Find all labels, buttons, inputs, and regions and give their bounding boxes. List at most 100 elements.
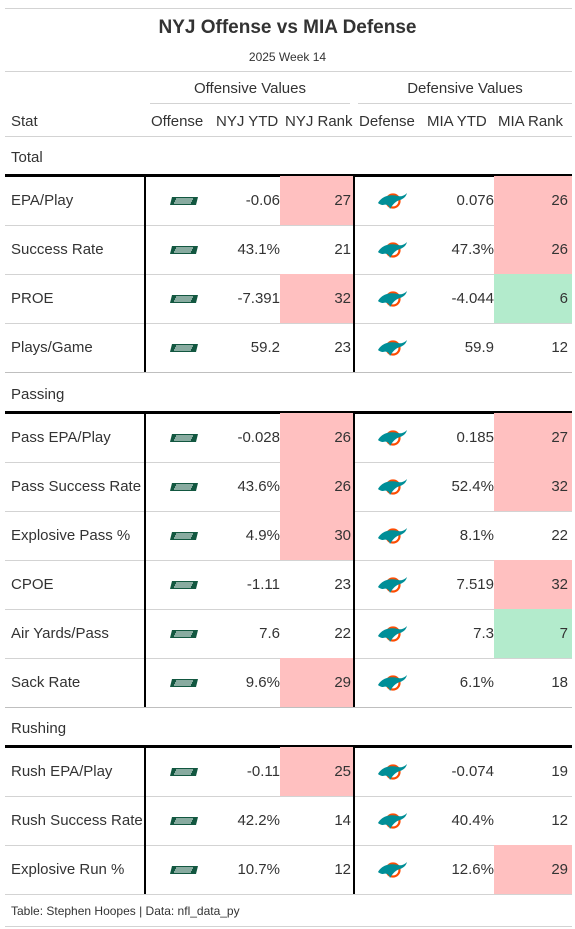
jets-logo-icon xyxy=(170,433,198,442)
stat-label: EPA/Play xyxy=(11,192,74,209)
table-row: Explosive Pass % 4.9% 30 8.1% 22 xyxy=(5,511,572,560)
row-divider xyxy=(5,845,572,846)
mia-rank-value: 18 xyxy=(551,674,568,691)
defense-logo-cell xyxy=(355,658,429,707)
nyj-ytd-value: 10.7% xyxy=(237,861,280,878)
stat-label: Air Yards/Pass xyxy=(11,625,109,642)
nyj-rank-value: 25 xyxy=(280,747,355,796)
spanner-defense-line xyxy=(358,103,572,104)
table-row: Explosive Run % 10.7% 12 12.6% 29 xyxy=(5,845,572,894)
mia-ytd-value: 59.9 xyxy=(464,339,494,356)
defense-logo-cell xyxy=(355,845,429,894)
table-subtitle: 2025 Week 14 xyxy=(248,50,327,64)
jets-logo-icon xyxy=(170,816,198,825)
jets-logo-icon xyxy=(170,865,198,874)
dolphins-logo-icon xyxy=(378,527,407,544)
mia-ytd-value: 0.185 xyxy=(456,429,494,446)
stat-label: Pass Success Rate xyxy=(11,478,142,495)
offense-logo-cell xyxy=(150,462,218,511)
nyj-rank-value: 26 xyxy=(280,413,355,462)
stat-label: PROE xyxy=(11,290,54,307)
table-title: NYJ Offense vs MIA Defense xyxy=(158,17,417,38)
dolphins-logo-icon xyxy=(378,478,407,495)
nyj-rank-value: 12 xyxy=(334,861,351,878)
dolphins-logo-icon xyxy=(378,290,407,307)
mia-rank-value: 26 xyxy=(494,225,572,274)
nyj-rank-value: 14 xyxy=(334,812,351,829)
defense-logo-cell xyxy=(355,176,429,225)
defense-logo-cell xyxy=(355,747,429,796)
dolphins-logo-icon xyxy=(378,576,407,593)
offense-column-rule xyxy=(144,176,146,372)
mia-ytd-value: 0.076 xyxy=(456,192,494,209)
stat-label: CPOE xyxy=(11,576,54,593)
nyj-ytd-value: 7.6 xyxy=(259,625,280,642)
group-label: Rushing xyxy=(11,720,67,737)
nyj-ytd-value: -0.06 xyxy=(245,192,280,209)
table-row: Rush EPA/Play -0.11 25 -0.074 19 xyxy=(5,747,572,796)
offense-logo-cell xyxy=(150,274,218,323)
nyj-ytd-value: 43.6% xyxy=(237,478,280,495)
nyj-ytd-value: -1.11 xyxy=(246,576,280,593)
bottom-border xyxy=(5,926,572,927)
group-top-rule xyxy=(5,745,572,748)
defense-column-rule xyxy=(353,747,355,894)
defense-logo-cell xyxy=(355,511,429,560)
offense-logo-cell xyxy=(150,845,218,894)
defense-logo-cell xyxy=(355,413,429,462)
stat-label: Explosive Pass % xyxy=(11,527,131,544)
source-note: Table: Stephen Hoopes | Data: nfl_data_p… xyxy=(11,904,240,918)
mia-rank-value: 22 xyxy=(551,527,568,544)
col-header-stat: Stat xyxy=(11,113,38,130)
row-divider xyxy=(5,323,572,324)
defense-logo-cell xyxy=(355,274,429,323)
nyj-rank-value: 23 xyxy=(334,576,351,593)
mia-rank-value: 6 xyxy=(494,274,572,323)
nyj-ytd-value: -7.391 xyxy=(237,290,280,307)
col-header-nyj-ytd: NYJ YTD xyxy=(216,113,279,130)
spanner-offense: Offensive Values xyxy=(193,80,306,97)
row-divider xyxy=(5,225,572,226)
mia-rank-value: 7 xyxy=(494,609,572,658)
mia-rank-value: 29 xyxy=(494,845,572,894)
defense-logo-cell xyxy=(355,560,429,609)
offense-column-rule xyxy=(144,747,146,894)
nyj-rank-value: 26 xyxy=(280,462,355,511)
stat-label: Plays/Game xyxy=(11,339,93,356)
group-top-rule xyxy=(5,411,572,414)
mia-rank-value: 12 xyxy=(551,812,568,829)
mia-rank-value: 32 xyxy=(494,462,572,511)
col-header-nyj-rank: NYJ Rank xyxy=(285,113,353,130)
row-divider xyxy=(5,609,572,610)
mia-ytd-value: 47.3% xyxy=(451,241,494,258)
dolphins-logo-icon xyxy=(378,861,407,878)
nyj-ytd-value: 9.6% xyxy=(245,674,280,691)
table-row: Pass Success Rate 43.6% 26 52.4% 32 xyxy=(5,462,572,511)
jets-logo-icon xyxy=(170,629,198,638)
table-row: Pass EPA/Play -0.028 26 0.185 27 xyxy=(5,413,572,462)
mia-ytd-value: 7.3 xyxy=(473,625,494,642)
col-header-divider xyxy=(5,136,572,137)
stat-label: Rush EPA/Play xyxy=(11,763,113,780)
nyj-ytd-value: 4.9% xyxy=(245,527,280,544)
group-label: Passing xyxy=(11,386,65,403)
spanner-defense: Defensive Values xyxy=(407,80,523,97)
table-row: Plays/Game 59.2 23 59.9 12 xyxy=(5,323,572,372)
nyj-rank-value: 27 xyxy=(280,176,355,225)
top-border xyxy=(5,8,572,9)
table-row: CPOE -1.11 23 7.519 32 xyxy=(5,560,572,609)
jets-logo-icon xyxy=(170,482,198,491)
nyj-rank-value: 21 xyxy=(334,241,351,258)
mia-ytd-value: 52.4% xyxy=(451,478,494,495)
dolphins-logo-icon xyxy=(378,674,407,691)
offense-logo-cell xyxy=(150,225,218,274)
mia-rank-value: 27 xyxy=(494,413,572,462)
dolphins-logo-icon xyxy=(378,429,407,446)
jets-logo-icon xyxy=(170,531,198,540)
mia-ytd-value: 7.519 xyxy=(456,576,494,593)
nyj-rank-value: 32 xyxy=(280,274,355,323)
col-header-offense: Offense xyxy=(151,113,204,130)
group-top-rule xyxy=(5,174,572,177)
defense-logo-cell xyxy=(355,462,429,511)
stat-label: Rush Success Rate xyxy=(11,812,143,829)
